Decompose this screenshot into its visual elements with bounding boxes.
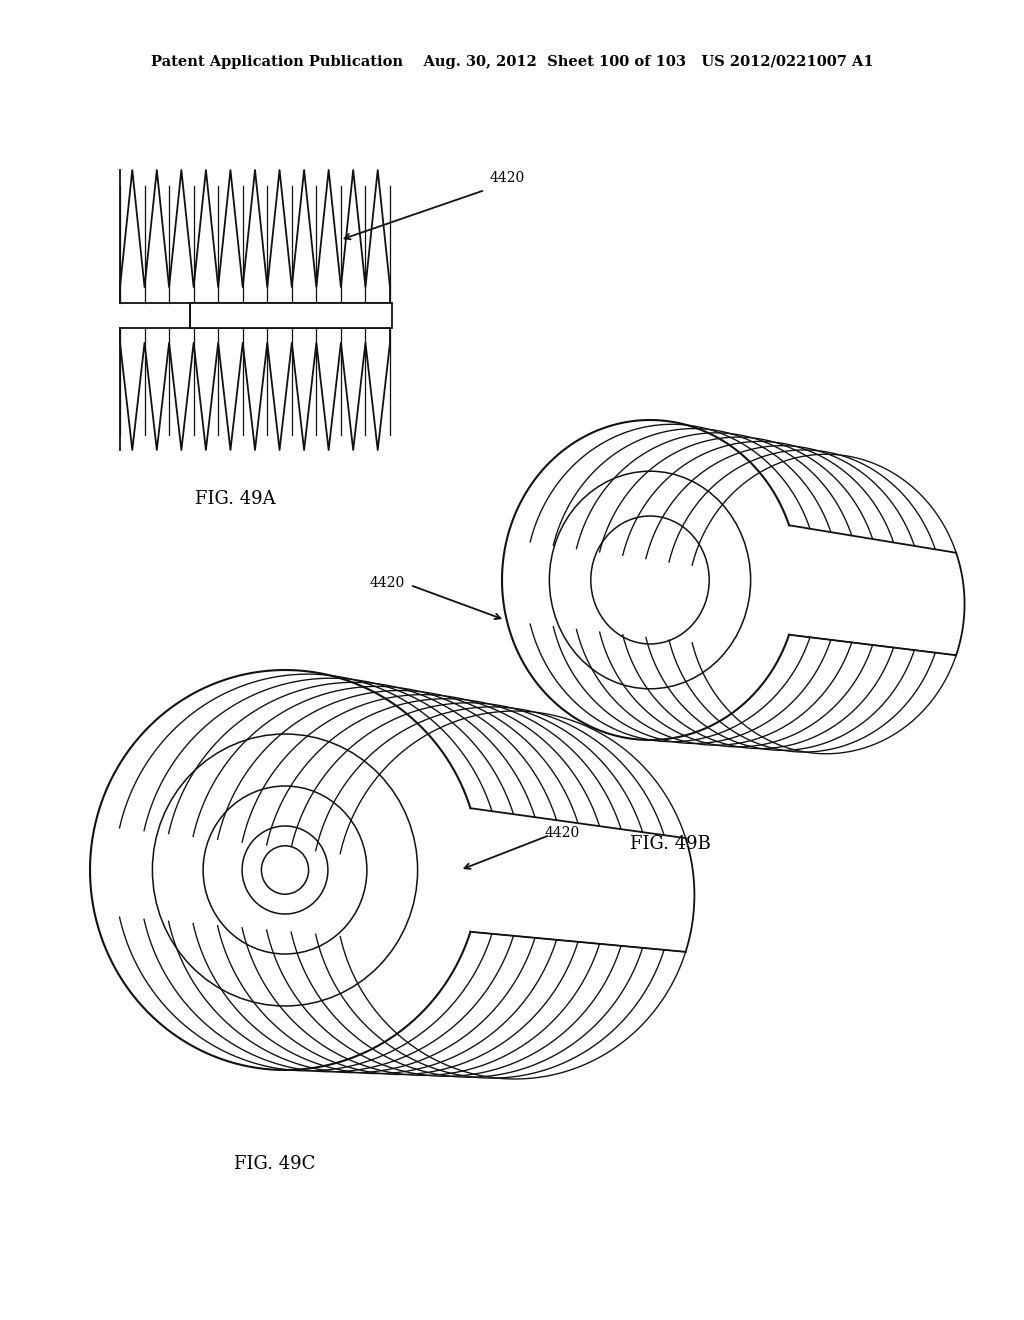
Polygon shape [190, 304, 392, 329]
Text: FIG. 49B: FIG. 49B [630, 836, 711, 853]
Ellipse shape [261, 846, 308, 894]
Text: 4420: 4420 [370, 576, 406, 590]
Text: Patent Application Publication    Aug. 30, 2012  Sheet 100 of 103   US 2012/0221: Patent Application Publication Aug. 30, … [151, 55, 873, 69]
Text: FIG. 49A: FIG. 49A [195, 490, 275, 508]
Text: FIG. 49C: FIG. 49C [234, 1155, 315, 1173]
Text: 4420: 4420 [490, 172, 525, 185]
Text: 4420: 4420 [545, 826, 581, 840]
